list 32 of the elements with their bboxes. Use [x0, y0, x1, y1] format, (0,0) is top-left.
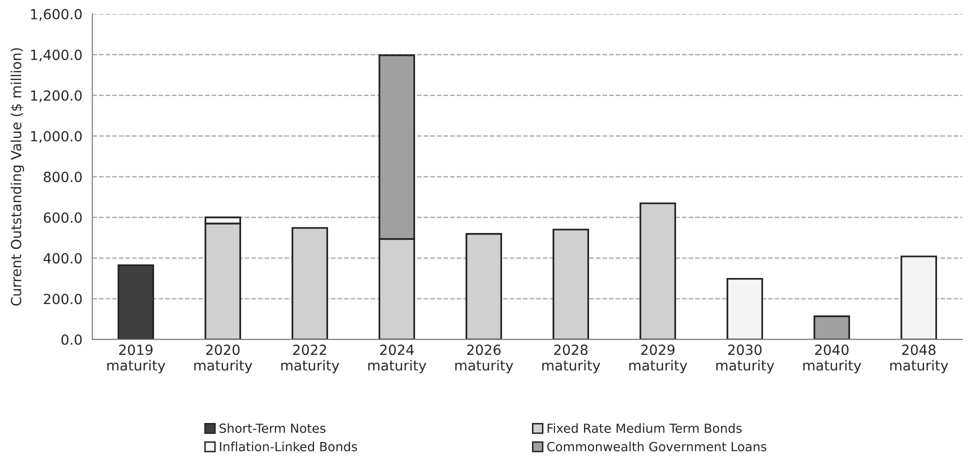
y-axis-title: Current Outstanding Value ($ million): [10, 48, 24, 306]
x-tick-label: 2020 maturity: [194, 344, 252, 374]
bar: [292, 227, 328, 340]
legend-label: Short-Term Notes: [220, 423, 326, 433]
x-tick-label: 2024 maturity: [368, 344, 426, 374]
x-tick-label: 2028 maturity: [542, 344, 600, 374]
legend-label: Fixed Rate Medium Term Bonds: [548, 423, 742, 433]
bar: [552, 228, 590, 340]
bar: [900, 256, 938, 340]
y-tick-label: 1,600.0: [31, 8, 82, 21]
legend-label: Commonwealth Government Loans: [547, 442, 766, 452]
x-tick-label: 2019 maturity: [107, 344, 166, 374]
bar: [640, 202, 676, 340]
y-tick-label: 1,000.0: [31, 130, 82, 143]
x-tick-label: 2030 maturity: [716, 344, 774, 374]
x-tick-label: 2022 maturity: [281, 344, 340, 374]
x-tick-label: 2048 maturity: [890, 344, 948, 374]
y-tick-label: 1,200.0: [31, 90, 82, 102]
y-tick-label: 800.0: [44, 172, 82, 182]
bar: [466, 233, 502, 340]
y-tick-label: 400.0: [44, 253, 82, 264]
bar: [118, 264, 154, 340]
bar: [726, 278, 764, 340]
legend-label: Inflation-Linked Bonds: [220, 442, 358, 452]
x-tick-label: 2029 maturity: [629, 344, 688, 374]
y-tick-label: 200.0: [44, 294, 82, 304]
bar: [814, 315, 850, 340]
x-tick-label: 2026 maturity: [455, 344, 514, 374]
x-tick-label: 2040 maturity: [803, 344, 862, 374]
y-tick-label: 600.0: [44, 212, 82, 223]
y-tick-label: 1,400.0: [31, 50, 82, 62]
y-tick-label: 0.0: [61, 334, 82, 345]
